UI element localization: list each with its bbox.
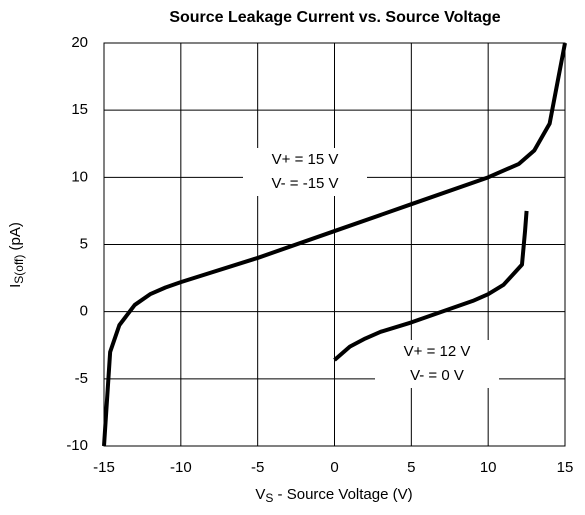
y-axis-label: IS(off) (pA)	[7, 222, 26, 288]
plot-border	[103, 42, 566, 447]
x-tick-label: -15	[93, 459, 115, 476]
x-label-main: V	[255, 486, 265, 503]
series-label-bg	[243, 148, 367, 196]
x-tick-label: -5	[251, 459, 264, 476]
y-tick-label: 15	[71, 101, 88, 118]
x-tick-label: 10	[480, 459, 497, 476]
y-tick-label: 10	[71, 168, 88, 185]
y-label-sub: S(off)	[12, 255, 26, 284]
chart-title: Source Leakage Current vs. Source Voltag…	[169, 9, 500, 26]
y-tick-label: -10	[66, 437, 88, 454]
x-label-sub: S	[265, 491, 273, 505]
x-tick-label: 15	[557, 459, 574, 476]
series-label: V- = -15 V	[271, 175, 338, 192]
line	[102, 42, 567, 447]
line	[333, 210, 529, 362]
y-label-rest: (pA)	[7, 222, 24, 255]
y-label-main: I	[7, 284, 24, 288]
y-tick-label: 20	[71, 34, 88, 51]
x-axis-label: VS - Source Voltage (V)	[255, 486, 412, 505]
series-label: V+ = 15 V	[272, 151, 339, 168]
y-tick-label: 0	[80, 303, 88, 320]
x-label-rest: - Source Voltage (V)	[273, 486, 412, 503]
y-tick-label: -5	[75, 370, 88, 387]
x-tick-label: -10	[170, 459, 192, 476]
series-label: V+ = 12 V	[404, 343, 471, 360]
x-tick-label: 0	[330, 459, 338, 476]
y-tick-label: 5	[80, 235, 88, 252]
series-label: V- = 0 V	[410, 367, 464, 384]
series-label-bg	[375, 340, 499, 388]
x-tick-label: 5	[407, 459, 415, 476]
